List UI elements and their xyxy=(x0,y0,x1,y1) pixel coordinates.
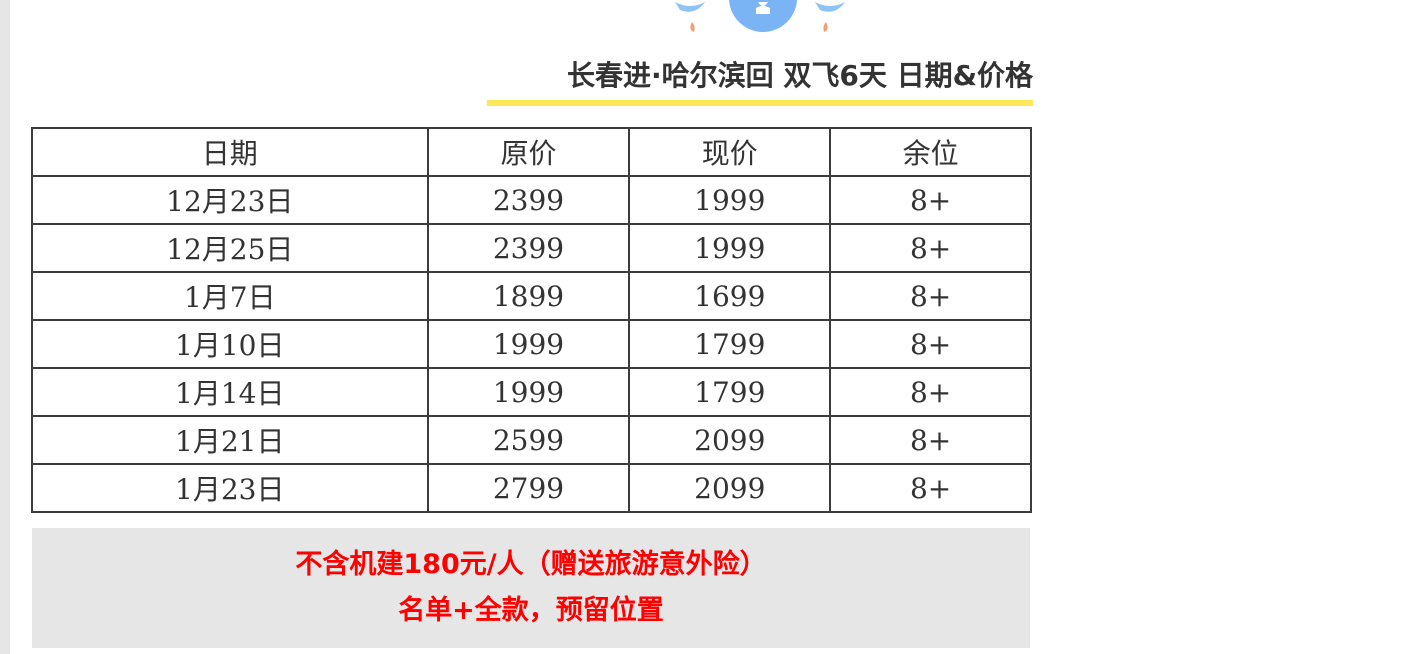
cell-original-price: 1999 xyxy=(426,319,631,369)
table-row: 12月25日 2399 1999 8+ xyxy=(31,223,1032,273)
cell-date: 12月25日 xyxy=(31,223,429,273)
left-margin-bar xyxy=(0,0,10,654)
header-date: 日期 xyxy=(31,127,429,177)
cell-seats: 8+ xyxy=(829,175,1032,225)
cell-date: 1月21日 xyxy=(31,415,429,465)
header-seats: 余位 xyxy=(829,127,1032,177)
table-header-row: 日期 原价 现价 余位 xyxy=(31,127,1032,177)
trophy-icon xyxy=(675,0,845,32)
cell-seats: 8+ xyxy=(829,271,1032,321)
title-underline xyxy=(487,100,1033,106)
page-title: 长春进·哈尔滨回 双飞6天 日期&价格 xyxy=(566,59,1033,92)
table-row: 1月7日 1899 1699 8+ xyxy=(31,271,1032,321)
notice-fees: 不含机建180元/人（赠送旅游意外险） xyxy=(295,549,767,580)
cell-current-price: 1799 xyxy=(628,367,832,417)
table-row: 1月23日 2799 2099 8+ xyxy=(31,463,1032,513)
cell-date: 1月7日 xyxy=(31,271,429,321)
cell-current-price: 1799 xyxy=(628,319,832,369)
cell-original-price: 1999 xyxy=(426,367,631,417)
cell-original-price: 2599 xyxy=(426,415,631,465)
cell-original-price: 2799 xyxy=(426,463,631,513)
notice-booking: 名单+全款，预留位置 xyxy=(398,595,664,626)
cell-date: 1月14日 xyxy=(31,367,429,417)
cell-current-price: 1699 xyxy=(628,271,832,321)
cell-seats: 8+ xyxy=(829,367,1032,417)
cell-current-price: 1999 xyxy=(628,223,832,273)
table-row: 1月14日 1999 1799 8+ xyxy=(31,367,1032,417)
cell-date: 12月23日 xyxy=(31,175,429,225)
cell-seats: 8+ xyxy=(829,223,1032,273)
table-row: 1月21日 2599 2099 8+ xyxy=(31,415,1032,465)
notice-box: 不含机建180元/人（赠送旅游意外险） 名单+全款，预留位置 xyxy=(32,528,1030,648)
cell-current-price: 1999 xyxy=(628,175,832,225)
table-row: 1月10日 1999 1799 8+ xyxy=(31,319,1032,369)
cell-seats: 8+ xyxy=(829,463,1032,513)
cell-date: 1月23日 xyxy=(31,463,429,513)
table-row: 12月23日 2399 1999 8+ xyxy=(31,175,1032,225)
price-table: 日期 原价 现价 余位 12月23日 2399 1999 8+ 12月25日 2399 19… xyxy=(31,127,1032,513)
cell-original-price: 2399 xyxy=(426,223,631,273)
cell-date: 1月10日 xyxy=(31,319,429,369)
cell-seats: 8+ xyxy=(829,319,1032,369)
cell-seats: 8+ xyxy=(829,415,1032,465)
header-original-price: 原价 xyxy=(426,127,631,177)
cell-original-price: 1899 xyxy=(426,271,631,321)
cell-original-price: 2399 xyxy=(426,175,631,225)
header-current-price: 现价 xyxy=(628,127,832,177)
cell-current-price: 2099 xyxy=(628,415,832,465)
cell-current-price: 2099 xyxy=(628,463,832,513)
